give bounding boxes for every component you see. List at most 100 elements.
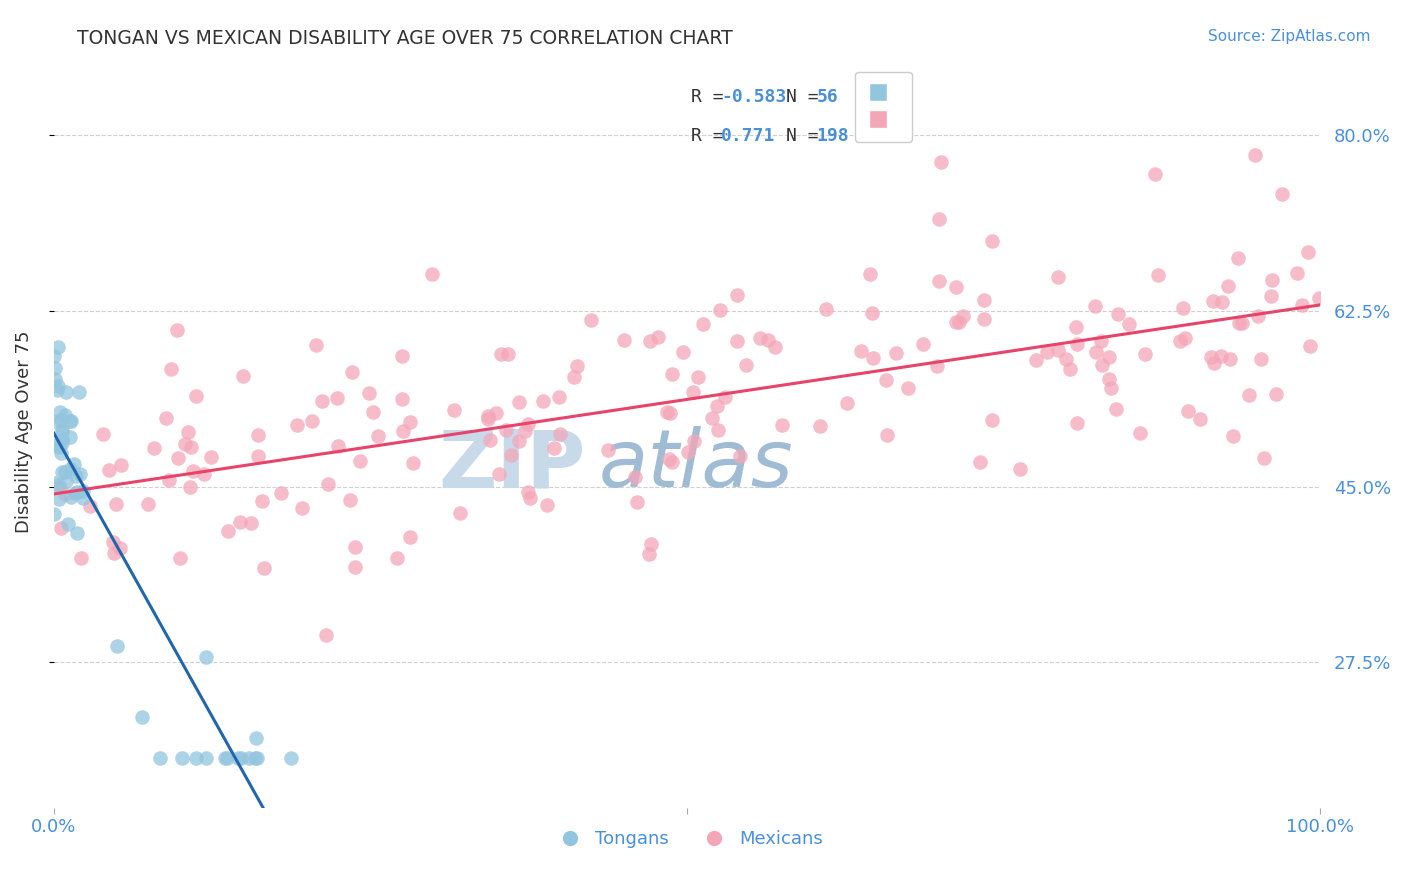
- Point: [808, 418, 831, 433]
- Point: [672, 345, 695, 359]
- Point: [48, 441, 70, 455]
- Text: TONGAN VS MEXICAN DISABILITY AGE OVER 75 CORRELATION CHART: TONGAN VS MEXICAN DISABILITY AGE OVER 75…: [77, 29, 733, 47]
- Point: [749, 331, 772, 345]
- Point: [70, 550, 93, 565]
- Point: [1308, 291, 1330, 305]
- Point: [638, 334, 661, 349]
- Point: [195, 750, 218, 764]
- Point: [53, 408, 76, 422]
- Point: [1046, 270, 1069, 285]
- Point: [60, 414, 83, 428]
- Point: [55, 385, 77, 400]
- Point: [612, 333, 634, 347]
- Point: [678, 445, 700, 459]
- Point: [179, 479, 201, 493]
- Point: [45, 414, 67, 428]
- Point: [1147, 268, 1170, 283]
- Point: [1260, 289, 1282, 303]
- Text: 56: 56: [817, 87, 838, 105]
- Point: [66, 484, 89, 499]
- Point: [682, 384, 704, 399]
- Point: [51, 432, 73, 446]
- Point: [214, 750, 236, 764]
- Point: [1066, 416, 1088, 430]
- Point: [136, 497, 159, 511]
- Point: [238, 750, 260, 764]
- Point: [1036, 344, 1059, 359]
- Text: ZIP: ZIP: [439, 426, 586, 504]
- Point: [640, 537, 662, 551]
- Point: [1059, 362, 1081, 376]
- Point: [1143, 168, 1166, 182]
- Point: [897, 381, 920, 395]
- Point: [508, 434, 530, 449]
- Point: [44, 349, 66, 363]
- Point: [499, 448, 522, 462]
- Point: [305, 338, 328, 352]
- Point: [174, 437, 197, 451]
- Point: [104, 497, 127, 511]
- Point: [344, 559, 367, 574]
- Point: [479, 434, 502, 448]
- Point: [79, 499, 101, 513]
- Point: [301, 414, 323, 428]
- Point: [626, 495, 648, 509]
- Text: N =: N =: [786, 127, 830, 145]
- Point: [884, 346, 907, 360]
- Point: [291, 501, 314, 516]
- Point: [342, 365, 364, 379]
- Text: 198: 198: [817, 127, 849, 145]
- Point: [548, 426, 571, 441]
- Text: -0.583: -0.583: [721, 87, 786, 105]
- Point: [519, 491, 541, 506]
- Point: [63, 486, 86, 500]
- Point: [180, 441, 202, 455]
- Point: [875, 373, 897, 387]
- Point: [44, 476, 66, 491]
- Point: [1177, 404, 1199, 418]
- Point: [1201, 350, 1223, 364]
- Point: [232, 368, 254, 383]
- Point: [547, 390, 569, 404]
- Point: [44, 507, 66, 521]
- Point: [159, 473, 181, 487]
- Point: [692, 317, 714, 331]
- Point: [51, 465, 73, 479]
- Point: [763, 340, 786, 354]
- Point: [72, 491, 94, 505]
- Point: [280, 750, 302, 764]
- Point: [485, 406, 508, 420]
- Point: [239, 516, 262, 530]
- Point: [45, 438, 67, 452]
- Point: [973, 312, 995, 326]
- Point: [709, 303, 731, 318]
- Point: [69, 467, 91, 482]
- Point: [1168, 334, 1191, 349]
- Point: [1250, 352, 1272, 367]
- Text: R =: R =: [690, 87, 734, 105]
- Point: [46, 378, 69, 392]
- Point: [928, 212, 950, 227]
- Point: [1098, 350, 1121, 364]
- Point: [250, 494, 273, 508]
- Point: [981, 412, 1004, 426]
- Point: [860, 306, 883, 320]
- Point: [952, 309, 974, 323]
- Point: [49, 413, 72, 427]
- Point: [488, 467, 510, 482]
- Point: [169, 551, 191, 566]
- Legend: Tongans, Mexicans: Tongans, Mexicans: [544, 822, 830, 855]
- Point: [1271, 186, 1294, 201]
- Point: [1202, 356, 1225, 370]
- Point: [707, 423, 730, 437]
- Point: [489, 346, 512, 360]
- Point: [420, 267, 443, 281]
- Point: [756, 333, 779, 347]
- Point: [516, 417, 538, 431]
- Point: [725, 288, 748, 302]
- Point: [1098, 372, 1121, 386]
- Point: [391, 392, 413, 406]
- Point: [149, 750, 172, 764]
- Point: [700, 410, 723, 425]
- Point: [734, 358, 756, 372]
